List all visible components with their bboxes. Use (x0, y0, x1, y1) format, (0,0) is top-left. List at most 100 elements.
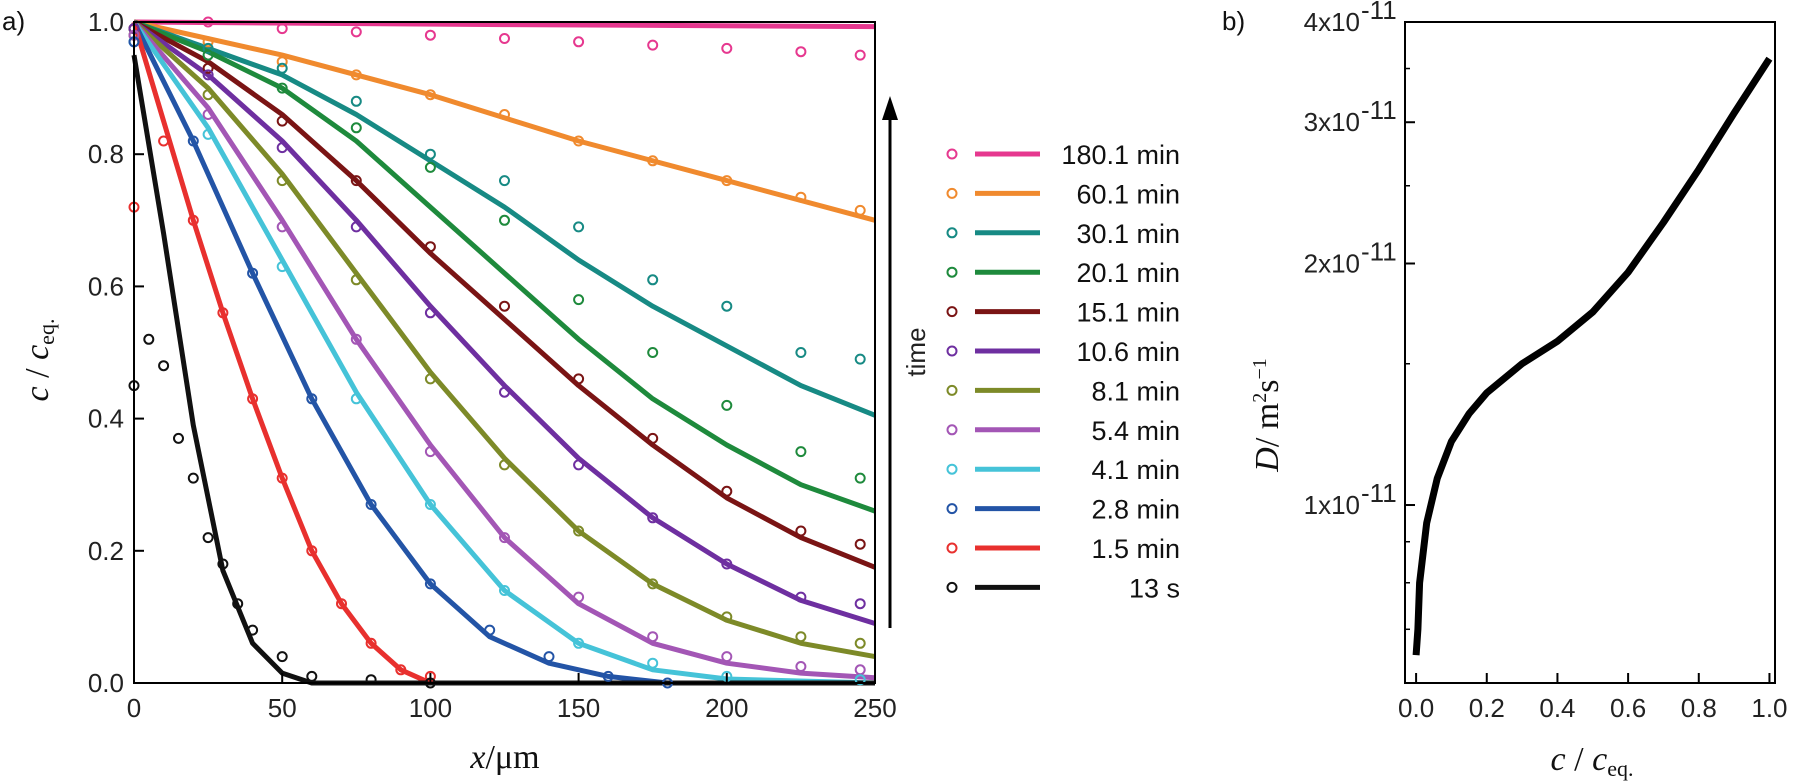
data-point-5-10 (854, 598, 866, 610)
data-point-5-6 (573, 459, 585, 471)
time-arrow-head (882, 96, 898, 120)
y-tick-label: 0.6 (88, 271, 124, 301)
legend-marker (946, 148, 958, 160)
legend-marker (946, 345, 958, 357)
data-point-0-2 (276, 23, 288, 35)
data-point-4-1 (202, 62, 214, 74)
data-point-3-10 (854, 472, 866, 484)
b-y-tick-exponent: -11 (1361, 237, 1397, 267)
x-tick-label: 150 (557, 693, 600, 723)
b-y-tick-label: 2x10 (1304, 249, 1360, 279)
fit-line-6 (132, 20, 876, 660)
data-point-5-2 (276, 142, 288, 154)
data-point-9-8 (602, 670, 614, 682)
data-point-3-7 (647, 347, 659, 358)
fit-line-9 (131, 20, 875, 686)
x-tick-label: 0 (127, 693, 141, 723)
data-point-10-9 (395, 664, 407, 676)
fit-line-8 (131, 20, 876, 686)
fit-line-11 (131, 54, 875, 686)
legend-marker (946, 384, 958, 396)
data-point-0-7 (647, 39, 659, 51)
data-point-9-2 (247, 267, 259, 279)
x-tick-label: 100 (409, 693, 452, 723)
y-tick-label: 1.0 (88, 7, 124, 37)
data-point-2-6 (573, 221, 585, 233)
data-point-1-10 (854, 204, 866, 216)
data-point-5-4 (424, 307, 436, 319)
y-tick-label: 0.8 (88, 139, 124, 169)
data-point-7-4 (424, 446, 436, 458)
data-point-6-10 (854, 637, 866, 649)
data-point-11-1 (143, 333, 155, 345)
data-point-7-1 (202, 109, 214, 120)
data-point-6-7 (647, 578, 659, 590)
data-point-11-3 (173, 432, 184, 444)
legend-marker (946, 542, 958, 554)
data-point-8-2 (276, 261, 288, 273)
fit-line-2 (133, 19, 876, 418)
data-point-1-2 (276, 56, 288, 68)
fit-line-1 (133, 19, 876, 223)
b-y-tick-exponent: -11 (1361, 478, 1397, 508)
legend-label: 1.5 min (1091, 534, 1180, 564)
b-y-tick-label: 3x10 (1304, 107, 1360, 137)
data-point-2-2 (276, 62, 288, 74)
legend-label: 180.1 min (1061, 140, 1180, 170)
data-point-8-6 (573, 637, 585, 649)
data-point-11-8 (247, 624, 259, 636)
data-point-4-3 (350, 175, 362, 187)
data-point-3-5 (499, 214, 510, 226)
data-point-11-11 (365, 674, 377, 686)
chart-a: 0 50 100 150 200 250 0.00.20.40.60.81.0 x/μm … (19, 7, 1180, 776)
data-point-10-7 (336, 598, 347, 610)
data-point-4-9 (795, 525, 807, 537)
data-point-4-10 (854, 538, 866, 550)
panel-label-b: b) (1222, 6, 1245, 36)
data-point-9-1 (187, 135, 199, 147)
data-point-11-10 (306, 670, 318, 682)
data-point-6-5 (499, 459, 510, 471)
data-point-5-7 (647, 512, 659, 524)
chart-a-legend: 180.1 min 60.1 min 30.1 min 20.1 min 15.1 mi… (946, 140, 1180, 603)
legend-label: 15.1 min (1076, 298, 1180, 328)
legend-label: 20.1 min (1076, 258, 1180, 288)
data-point-3-4 (424, 161, 436, 173)
x-tick-label: 50 (268, 693, 297, 723)
data-point-6-1 (202, 89, 214, 101)
data-point-10-2 (187, 214, 199, 226)
data-point-7-6 (573, 591, 585, 603)
legend-label: 8.1 min (1091, 376, 1180, 406)
data-point-8-1 (202, 128, 214, 140)
data-point-9-6 (484, 624, 496, 636)
data-point-4-2 (276, 115, 288, 127)
data-point-6-3 (350, 274, 362, 286)
data-point-5-9 (795, 591, 807, 603)
data-point-1-7 (647, 155, 659, 167)
legend-marker (946, 463, 958, 475)
data-point-2-1 (202, 42, 214, 54)
data-point-0-3 (350, 26, 362, 38)
data-point-1-5 (499, 109, 510, 120)
y-tick-label: 0.4 (88, 404, 124, 434)
fit-line-3 (133, 19, 876, 514)
chart-a-x-axis-label: x/μm (469, 739, 539, 776)
data-point-7-5 (499, 532, 510, 544)
chart-a-y-axis-label: c / ceq. (19, 319, 59, 402)
data-point-9-7 (543, 651, 555, 663)
fit-line-4 (132, 19, 876, 570)
chart-b-curve (1412, 56, 1773, 656)
data-point-5-5 (499, 386, 510, 398)
chart-b-y-axis-label: D/ m2s−1 (1249, 358, 1286, 472)
data-point-5-1 (202, 69, 214, 81)
legend-label: 13 s (1129, 573, 1180, 603)
data-point-7-3 (350, 333, 362, 345)
data-point-4-4 (424, 241, 436, 253)
b-y-tick-exponent: -11 (1361, 95, 1397, 125)
data-point-8-3 (350, 393, 362, 405)
chart-a-x-ticks: 0 50 100 150 200 250 (127, 673, 897, 723)
data-point-3-8 (721, 399, 733, 411)
data-point-2-7 (647, 274, 659, 286)
